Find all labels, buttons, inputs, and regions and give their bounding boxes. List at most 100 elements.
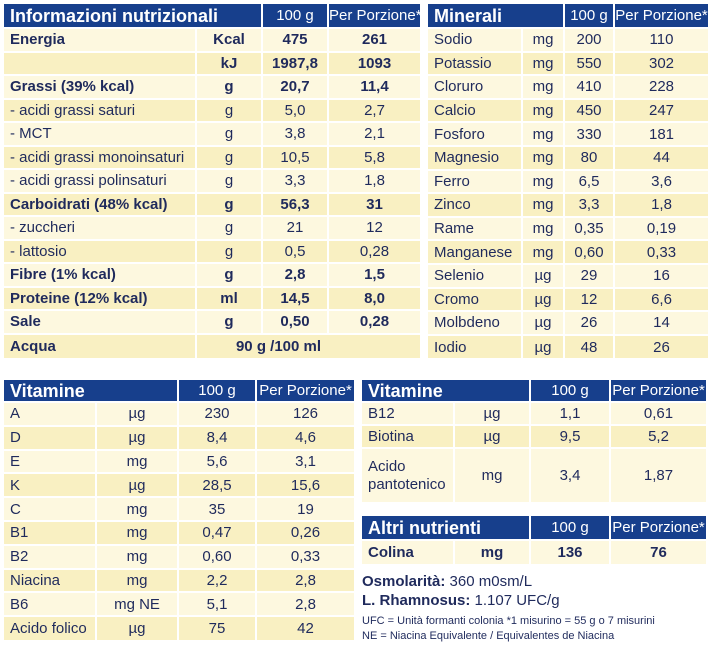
vitamins-left-title: Vitamine — [4, 380, 180, 402]
table-row: Manganese mg 0,60 0,33 — [428, 239, 708, 264]
table-row: Carboidrati (48% kcal) g 56,3 31 — [4, 191, 420, 216]
row-name: Fosforo — [428, 121, 523, 146]
row-name: - acidi grassi monoinsaturi — [4, 144, 197, 169]
nutrition-col-portion: Per Porzione* — [328, 4, 420, 28]
row-name: B6 — [4, 591, 97, 617]
table-row: Cloruro mg 410 228 — [428, 74, 708, 99]
row-name: Niacina — [4, 567, 97, 593]
row-value-portion: 19 — [256, 496, 355, 521]
row-value-portion: 0,33 — [614, 239, 708, 264]
row-name: - zuccheri — [4, 215, 197, 240]
table-row: Niacina mg 2,2 2,8 — [4, 567, 355, 593]
row-value-100g: 475 — [262, 27, 329, 52]
row-value-100g: 2,2 — [178, 567, 258, 593]
row-value-portion: 247 — [614, 97, 708, 123]
vitamins-left-col-100g: 100 g — [178, 380, 258, 402]
row-value-100g: 5,0 — [262, 97, 329, 122]
table-row: Biotina µg 9,5 5,2 — [362, 424, 707, 448]
row-value-100g: 14,5 — [262, 285, 329, 310]
row-name: E — [4, 448, 97, 474]
row-value-portion: 1093 — [328, 50, 420, 75]
row-name: Rame — [428, 215, 523, 241]
row-name: C — [4, 496, 97, 521]
row-name: Magnesio — [428, 144, 523, 170]
vitamins-left-header: Vitamine 100 g Per Porzione* — [4, 380, 355, 402]
row-value-portion: 8,0 — [328, 285, 420, 310]
row-value-100g: 550 — [564, 50, 615, 76]
table-row: Cromo µg 12 6,6 — [428, 286, 708, 312]
vitamins-right-title: Vitamine — [362, 380, 532, 402]
row-name: Iodio — [428, 333, 523, 359]
table-row: Grassi (39% kcal) g 20,7 11,4 — [4, 74, 420, 99]
row-value-100g: 2,8 — [262, 262, 329, 287]
row-value-100g: 5,6 — [178, 448, 258, 474]
table-row: Rame mg 0,35 0,19 — [428, 215, 708, 241]
row-name: Proteine (12% kcal) — [4, 285, 197, 310]
row-unit: mg — [96, 567, 180, 593]
row-value-100g: 9,5 — [530, 424, 612, 448]
row-value-100g: 5,1 — [178, 591, 258, 617]
row-value-portion: 5,2 — [610, 424, 707, 448]
row-value-100g: 56,3 — [262, 191, 329, 216]
table-row: Acido folico µg 75 42 — [4, 615, 355, 640]
row-unit: g — [196, 121, 263, 146]
row-value-portion: 181 — [614, 121, 708, 146]
row-value-100g: 26 — [564, 310, 615, 335]
table-row: kJ 1987,8 1093 — [4, 50, 420, 75]
row-value-100g: 1987,8 — [262, 50, 329, 75]
vitamins-right-header: Vitamine 100 g Per Porzione* — [362, 380, 707, 402]
row-value-portion: 31 — [328, 191, 420, 216]
row-value-portion: 0,19 — [614, 215, 708, 241]
row-value-portion: 1,8 — [328, 168, 420, 193]
row-value-portion: 0,28 — [328, 309, 420, 334]
table-row: Proteine (12% kcal) ml 14,5 8,0 — [4, 285, 420, 310]
row-unit: ml — [196, 285, 263, 310]
row-value-100g: 80 — [564, 144, 615, 170]
row-unit: µg — [454, 424, 532, 448]
row-value-100g: 10,5 — [262, 144, 329, 169]
row-unit: g — [196, 309, 263, 334]
row-value-portion: 1,5 — [328, 262, 420, 287]
rhamnosus-value: 1.107 UFC/g — [474, 592, 560, 609]
row-value-100g: 0,50 — [262, 309, 329, 334]
row-value-100g: 28,5 — [178, 472, 258, 498]
row-name: Carboidrati (48% kcal) — [4, 191, 197, 216]
rhamnosus-label: L. Rhamnosus: — [362, 592, 471, 609]
table-row: Energia Kcal 475 261 — [4, 27, 420, 52]
row-unit: g — [196, 191, 263, 216]
row-name: Sodio — [428, 27, 523, 52]
row-value-portion: 5,8 — [328, 144, 420, 169]
row-unit: mg — [96, 448, 180, 474]
row-value-100g: 3,8 — [262, 121, 329, 146]
row-unit: mg — [522, 192, 565, 217]
row-unit: µg — [522, 286, 565, 312]
row-name: Acido pantotenico — [362, 447, 455, 502]
table-row: - lattosio g 0,5 0,28 — [4, 238, 420, 263]
row-name: Fibre (1% kcal) — [4, 262, 197, 287]
table-row: Selenio µg 29 16 — [428, 262, 708, 288]
row-name: - acidi grassi saturi — [4, 97, 197, 122]
nutrition-title: Informazioni nutrizionali — [4, 4, 263, 28]
row-name: K — [4, 472, 97, 498]
row-name: Acido folico — [4, 615, 97, 640]
vitamins-left-col-portion: Per Porzione* — [256, 380, 355, 402]
table-row: Calcio mg 450 247 — [428, 97, 708, 123]
row-value-portion: 261 — [328, 27, 420, 52]
row-unit: g — [196, 97, 263, 122]
row-name — [4, 50, 197, 75]
row-unit: µg — [96, 401, 180, 426]
table-row: - zuccheri g 21 12 — [4, 215, 420, 240]
table-row: Sale g 0,50 0,28 — [4, 309, 420, 334]
row-unit: g — [196, 215, 263, 240]
row-value-portion: 0,61 — [610, 401, 707, 425]
table-row: - acidi grassi monoinsaturi g 10,5 5,8 — [4, 144, 420, 169]
osmolarity-value: 360 m0sm/L — [449, 573, 533, 590]
osmolarity-label: Osmolarità: — [362, 573, 446, 590]
row-value-100g: 3,3 — [262, 168, 329, 193]
row-name: Molbdeno — [428, 310, 523, 335]
row-value-portion: 42 — [256, 615, 355, 640]
row-value-portion: 4,6 — [256, 424, 355, 450]
row-value-100g: 8,4 — [178, 424, 258, 450]
